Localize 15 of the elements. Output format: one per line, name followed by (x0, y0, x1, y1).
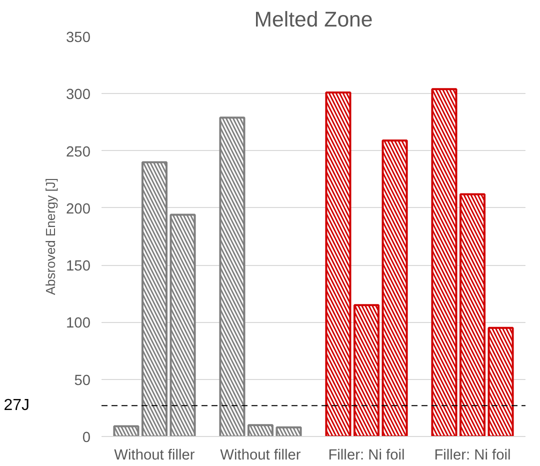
y-axis-title: Absroved Energy [J] (43, 178, 58, 296)
y-tick-label: 100 (66, 316, 91, 332)
y-tick-label: 350 (66, 30, 91, 46)
y-tick-label: 150 (66, 258, 91, 275)
y-tick-label: 200 (66, 201, 91, 218)
x-tick-label: Filler: Ni foil (328, 448, 405, 464)
y-tick-label: 300 (66, 87, 91, 104)
x-tick-label: Without filler (220, 448, 301, 464)
y-tick-label: 0 (82, 430, 91, 446)
ref-line-label: 27J (4, 397, 30, 414)
x-tick-label: Filler: Ni foil (434, 448, 511, 464)
y-tick-label: 250 (66, 144, 91, 160)
y-tick-label: 50 (74, 372, 91, 389)
x-tick-label: Without filler (114, 448, 195, 464)
chart-title: Melted Zone (254, 8, 373, 32)
